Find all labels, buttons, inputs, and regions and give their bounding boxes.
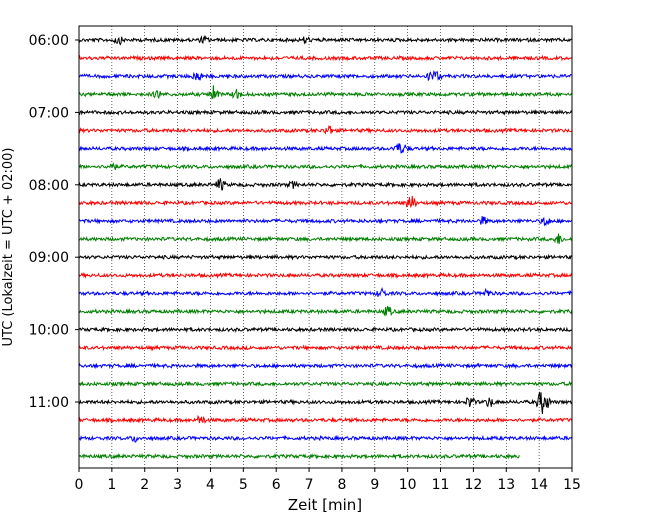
trace-0900 [78, 253, 573, 261]
y-tick-label: 11:00 [29, 395, 69, 411]
y-tick-label: 06:00 [29, 33, 69, 49]
y-tick-label: 10:00 [29, 323, 69, 339]
trace-0745 [78, 161, 573, 171]
trace-0830 [78, 216, 573, 226]
trace-1115 [78, 414, 573, 424]
trace-0730 [78, 143, 573, 154]
trace-0845 [78, 233, 573, 244]
x-tick-label: 6 [272, 477, 281, 493]
trace-1145 [78, 452, 520, 460]
x-tick-label: 8 [337, 477, 346, 493]
x-axis-title: Zeit [min] [288, 496, 362, 514]
seismic-traces [78, 35, 573, 460]
x-tick-label: 2 [140, 477, 149, 493]
x-tick-label: 7 [305, 477, 314, 493]
trace-1045 [78, 380, 572, 388]
x-tick-label: 3 [173, 477, 182, 493]
trace-1130 [78, 434, 573, 443]
trace-0615 [78, 54, 573, 62]
x-tick-label: 10 [399, 477, 417, 493]
trace-1015 [78, 344, 572, 352]
trace-1100 [78, 391, 573, 415]
y-axis-ticks: 06:00 07:00 08:00 09:00 10:00 11:00 [29, 33, 79, 411]
x-tick-label: 0 [75, 477, 84, 493]
trace-0930 [78, 287, 572, 297]
trace-0945 [79, 305, 573, 317]
trace-1000 [78, 326, 573, 334]
trace-0630 [78, 69, 572, 82]
x-tick-label: 4 [206, 477, 215, 493]
x-tick-label: 5 [239, 477, 248, 493]
y-tick-label: 07:00 [29, 105, 69, 121]
x-axis-ticks: 0 1 2 3 4 5 6 7 8 9 10 11 12 13 14 15 [75, 468, 581, 493]
trace-0645 [78, 85, 573, 100]
plot-frame [78, 25, 573, 469]
trace-0915 [78, 271, 573, 279]
x-tick-label: 1 [107, 477, 116, 493]
y-tick-label: 08:00 [29, 178, 69, 194]
trace-0815 [78, 195, 572, 208]
x-tick-label: 13 [497, 477, 515, 493]
trace-1030 [78, 362, 573, 370]
x-tick-label: 9 [370, 477, 379, 493]
trace-0600 [78, 35, 573, 46]
trace-0700 [78, 109, 573, 116]
x-tick-label: 14 [530, 477, 548, 493]
x-tick-label: 11 [432, 477, 450, 493]
y-tick-label: 09:00 [29, 250, 69, 266]
trace-0800 [78, 178, 573, 191]
y-axis-title: UTC (Lokalzeit = UTC + 02:00) [1, 148, 16, 347]
x-tick-label: 15 [563, 477, 581, 493]
trace-0715 [78, 124, 573, 135]
x-tick-label: 12 [464, 477, 482, 493]
